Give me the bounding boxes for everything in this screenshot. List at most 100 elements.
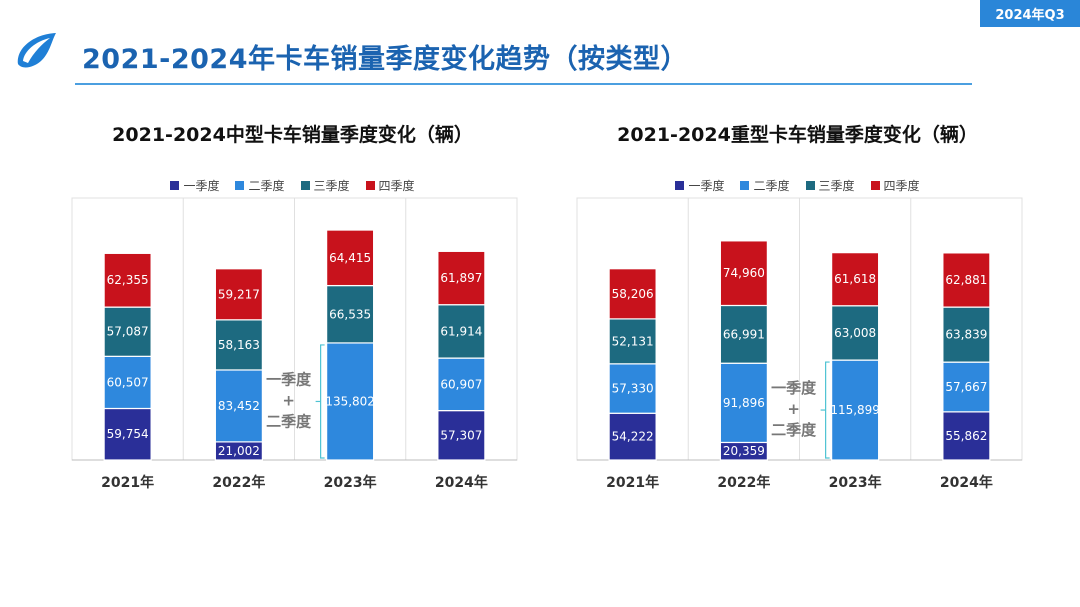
bar-segment (214, 369, 263, 443)
annotation-text: + (282, 391, 295, 409)
bar-segment (608, 412, 657, 461)
x-tick-label: 2024年 (940, 474, 993, 491)
annotation-bracket (825, 361, 830, 459)
bar-segment (942, 411, 991, 461)
legend-item-q1: 一季度 (675, 177, 724, 194)
bar-segment (437, 250, 486, 306)
bar-value-label: 20,359 (723, 444, 765, 458)
bar-value-label: 57,307 (440, 428, 482, 442)
bar-value-label: 62,355 (107, 273, 149, 287)
legend-swatch (300, 181, 310, 190)
droplet-logo-icon (17, 33, 56, 68)
x-tick-label: 2022年 (212, 474, 265, 491)
legend-swatch (235, 181, 245, 190)
legend-label: 一季度 (688, 179, 725, 193)
bar-value-label: 60,907 (440, 377, 482, 391)
bar-value-label: 61,897 (440, 271, 482, 285)
bar-value-label: 57,667 (945, 380, 987, 394)
bar-segment (831, 305, 880, 361)
bar-value-label: 83,452 (218, 399, 260, 413)
bar-value-label: 61,618 (834, 272, 876, 286)
bar-segment (103, 252, 152, 308)
legend-label: 四季度 (378, 179, 415, 193)
bar-value-label: 62,881 (945, 273, 987, 287)
legend-item-q3: 三季度 (805, 177, 855, 194)
chart-title: 2021-2024重型卡车销量季度变化（辆） (617, 124, 978, 146)
legend-swatch (805, 181, 815, 190)
bar-segment (831, 252, 880, 307)
x-tick-label: 2021年 (606, 474, 659, 491)
annotation-text: 二季度 (266, 412, 312, 430)
legend-swatch (170, 181, 180, 190)
plot-area: 54,222 57,330 52,131 58,206 2021年 20,359 91,89… (576, 197, 1023, 491)
bar-segment (326, 229, 375, 287)
x-tick-label: 2021年 (101, 474, 154, 491)
bar-value-label: 66,991 (723, 327, 765, 341)
legend-label: 一季度 (183, 179, 220, 193)
bar-value-label: 61,914 (440, 324, 482, 338)
legend-label: 三季度 (818, 179, 855, 193)
bar-value-label: 52,131 (612, 334, 654, 348)
bar-segment (214, 319, 263, 371)
bar-segment (719, 362, 768, 444)
bar-segment (103, 306, 152, 357)
chart-legend: 一季度 二季度 三季度 四季度 (60, 177, 525, 194)
bar-segment (942, 361, 991, 413)
bar-value-label: 63,008 (834, 326, 876, 340)
bar-value-label: 63,839 (945, 328, 987, 342)
bar-segment (103, 407, 152, 461)
legend-item-q2: 二季度 (235, 177, 285, 194)
bar-value-label: 66,535 (329, 307, 371, 321)
annotation-text: 二季度 (771, 421, 817, 439)
legend-label: 二季度 (248, 179, 285, 193)
x-tick-label: 2023年 (324, 474, 377, 491)
x-tick-label: 2022年 (717, 474, 770, 491)
legend-item-q3: 三季度 (300, 177, 350, 194)
bar-segment (942, 252, 991, 308)
bar-segment (214, 268, 263, 321)
bar-segment (608, 268, 657, 320)
bar-segment (326, 284, 375, 344)
bar-value-label: 54,222 (612, 430, 654, 444)
legend-swatch (870, 181, 880, 190)
bar-value-label: 57,087 (107, 325, 149, 339)
legend-swatch (740, 181, 750, 190)
chart-legend: 一季度 二季度 三季度 四季度 (565, 177, 1030, 194)
x-tick-label: 2024年 (435, 474, 488, 491)
bar-value-label: 135,802 (325, 394, 375, 408)
legend-item-q4: 四季度 (365, 177, 415, 194)
bar-value-label: 64,415 (329, 251, 371, 265)
legend-item-q2: 二季度 (740, 177, 790, 194)
annotation-bracket (320, 344, 325, 459)
bar-segment (437, 409, 486, 461)
bar-segment (719, 240, 768, 307)
heavy-truck-chart: 2021-2024重型卡车销量季度变化（辆） 一季度 二季度 三季度 四季度 5… (565, 110, 1030, 500)
plot-area: 59,754 60,507 57,087 62,355 2021年 21,002 83,45… (71, 197, 518, 491)
x-tick-label: 2023年 (829, 474, 882, 491)
legend-item-q4: 四季度 (870, 177, 920, 194)
page-title: 2021-2024年卡车销量季度变化趋势（按类型） (82, 44, 688, 75)
annotation-text: 一季度 (771, 379, 817, 397)
bar-value-label: 21,002 (218, 444, 260, 458)
period-badge: 2024年Q3 (980, 0, 1080, 27)
legend-swatch (675, 181, 685, 190)
bar-value-label: 58,163 (218, 338, 260, 352)
bar-value-label: 60,507 (107, 375, 149, 389)
bar-segment (608, 318, 657, 365)
bar-segment (437, 304, 486, 359)
legend-label: 三季度 (313, 179, 350, 193)
bar-value-label: 59,217 (218, 287, 260, 301)
legend-item-q1: 一季度 (170, 177, 219, 194)
legend-swatch (365, 181, 375, 190)
bar-value-label: 59,754 (107, 427, 149, 441)
bar-value-label: 115,899 (830, 403, 880, 417)
bar-segment (437, 357, 486, 412)
medium-truck-chart: 2021-2024中型卡车销量季度变化（辆） 一季度 二季度 三季度 四季度 5… (60, 110, 525, 500)
bar-value-label: 58,206 (612, 287, 654, 301)
bar-value-label: 91,896 (723, 396, 765, 410)
bar-value-label: 74,960 (723, 266, 765, 280)
bar-value-label: 55,862 (945, 429, 987, 443)
title-divider (75, 83, 972, 85)
annotation-text: 一季度 (266, 370, 312, 388)
chart-title: 2021-2024中型卡车销量季度变化（辆） (112, 124, 473, 146)
